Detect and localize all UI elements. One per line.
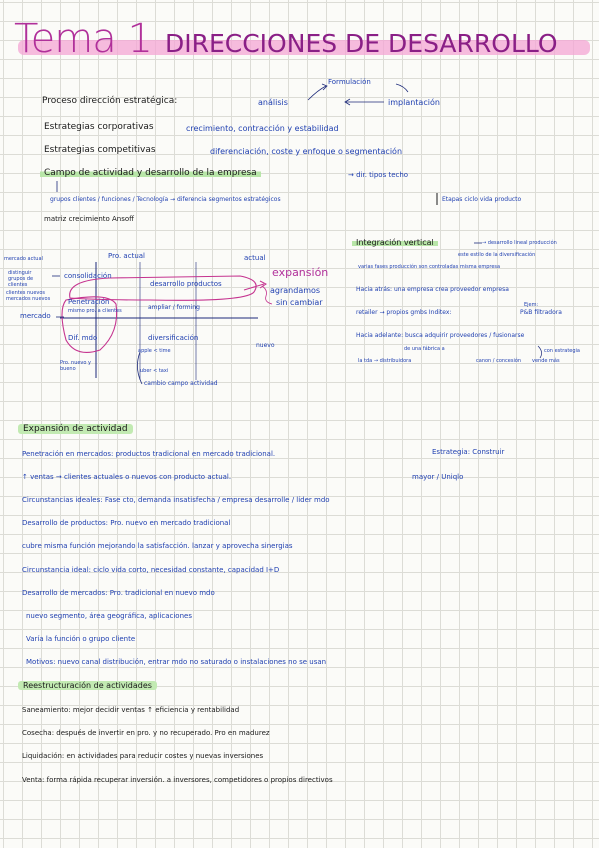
estrategias-comp-label: Estrategias competitivas (44, 145, 156, 155)
matrix-actual: actual (244, 254, 266, 262)
title-highlight (18, 40, 590, 55)
retailer-line: retailer → propios gmbs Inditex: (356, 309, 452, 316)
estrategias-corp-label: Estrategias corporativas (44, 122, 154, 132)
hacia-adelante: Hacia adelante: busca adquirir proveedor… (356, 332, 525, 339)
expansion-title: Expansión de actividad (18, 424, 133, 434)
reestructuracion-title: Reestructuración de actividades (18, 681, 157, 690)
analisis-label: análisis (258, 98, 288, 107)
campo-label: Campo de actividad y desarrollo de la em… (40, 168, 261, 178)
hacia-adelante-2: de una fábrica a (404, 346, 445, 352)
reestructuracion-line3: Liquidación: en actividades para reducir… (22, 752, 264, 760)
matrix-dif-mdo: Dif. mdo (68, 334, 98, 342)
matrix-prod-actual: Pro. actual (108, 252, 145, 260)
expansion-line2: ↑ ventas → clientes actuales o nuevos co… (22, 473, 232, 481)
campo-highlight: Campo de actividad y desarrollo de la em… (40, 168, 261, 178)
matrix-penetracion: Penetración (68, 298, 110, 306)
expansion-line4: Desarrollo de productos: Pro. nuevo en m… (22, 519, 231, 527)
matrix-ampliar: ampliar / forming (148, 304, 200, 311)
estrategia-corp: con estrategia (544, 348, 580, 354)
matrix-apple: apple < time (138, 348, 171, 354)
reestructuracion-highlight: Reestructuración de actividades (18, 681, 157, 690)
expansion-line9: Varía la función o grupo cliente (26, 635, 136, 643)
matrix-pro-nuevo-bueno: Pro. nuevo y bueno (60, 360, 92, 372)
matrix-uber: uber < taxi (140, 368, 169, 374)
integracion-line3: varias fases producción son controladas … (358, 264, 501, 270)
reestructuracion-line2: Cosecha: después de invertir en pro. y n… (22, 729, 270, 737)
formulacion-label: Formulación (328, 78, 371, 86)
etapas-line: Etapas ciclo vida producto (442, 196, 522, 203)
ejemplo-label: Ejem: (524, 302, 539, 308)
matrix-mercado: mercado (20, 312, 51, 320)
matrix-desarrollo-productos: desarrollo productos (150, 280, 222, 288)
matrix-clientes-nuevos: clientes nuevos mercados nuevos (6, 290, 51, 302)
matrix-consolidacion: consolidación (64, 272, 112, 280)
title-sub: DIRECCIONES DE DESARROLLO (164, 29, 558, 58)
estrategias-corp-value: crecimiento, contracción y estabilidad (186, 124, 339, 133)
matrix-nuevo: nuevo (256, 342, 275, 349)
campo-tail: → dir. tipos techo (348, 171, 409, 179)
matrix-expansion: expansión (272, 266, 329, 279)
vende-mas: vende más (532, 358, 560, 364)
matrix-cambio-campo: cambio campo actividad (144, 380, 218, 387)
title-main: Tema 1 (14, 16, 153, 62)
matrix-penetracion-sub: mismo pro. a clientes (68, 308, 122, 314)
expansion-line10: Motivos: nuevo canal distribución, entra… (26, 658, 327, 666)
integracion-title: Integración vertical (352, 238, 438, 247)
matrix-mercado-actual: mercado actual (4, 256, 43, 262)
expansion-line2-tail: mayor / Uniqlo (412, 473, 464, 481)
integracion-highlight: Integración vertical (352, 238, 438, 247)
expansion-line1: Penetración en mercados: productos tradi… (22, 450, 276, 458)
implantacion-label: implantación (388, 98, 440, 107)
matriz-line: matriz crecimiento Ansoff (44, 215, 134, 223)
hacia-atras: Hacia atrás: una empresa crea proveedor … (356, 286, 509, 293)
integracion-tail: → desarrollo lineal producción (482, 240, 557, 246)
expansion-line8: nuevo segmento, área geográfica, aplicac… (26, 612, 192, 620)
canon-line: canon / concesión (476, 358, 522, 364)
matrix-dif-grupos: distinguir grupos de clientes (8, 270, 34, 288)
expansion-line3: Circunstancias ideales: Fase cto, demand… (22, 496, 330, 504)
expansion-line6: Circunstancia ideal: ciclo vida corto, n… (22, 566, 280, 574)
reestructuracion-line1: Saneamiento: mejor decidir ventas ↑ efic… (22, 706, 240, 714)
grupos-line: grupos clientes / funciones / Tecnología… (50, 196, 281, 203)
expansion-highlight: Expansión de actividad (18, 424, 133, 434)
tiendas-line: la tda → distribuidora (358, 358, 412, 364)
matrix-diversificacion: diversificación (148, 334, 199, 342)
matrix-sin-cambiar: sin cambiar (276, 298, 323, 307)
reestructuracion-line4: Venta: forma rápida recuperar inversión.… (22, 776, 333, 784)
ejemplo-value: P&B filtradora (520, 309, 562, 316)
matrix-agrandamos: agrandamos (270, 286, 321, 295)
page-title: Tema 1 DIRECCIONES DE DESARROLLO (14, 16, 558, 62)
expansion-line5: cubre misma función mejorando la satisfa… (22, 542, 293, 550)
expansion-line1-tail: Estrategia: Construir (432, 448, 505, 456)
expansion-line7: Desarrollo de mercados: Pro. tradicional… (22, 589, 215, 597)
estrategias-comp-value: diferenciación, coste y enfoque o segmen… (210, 147, 403, 156)
proceso-label: Proceso dirección estratégica: (42, 96, 178, 106)
integracion-line2: este estilo de la diversificación (458, 252, 536, 258)
